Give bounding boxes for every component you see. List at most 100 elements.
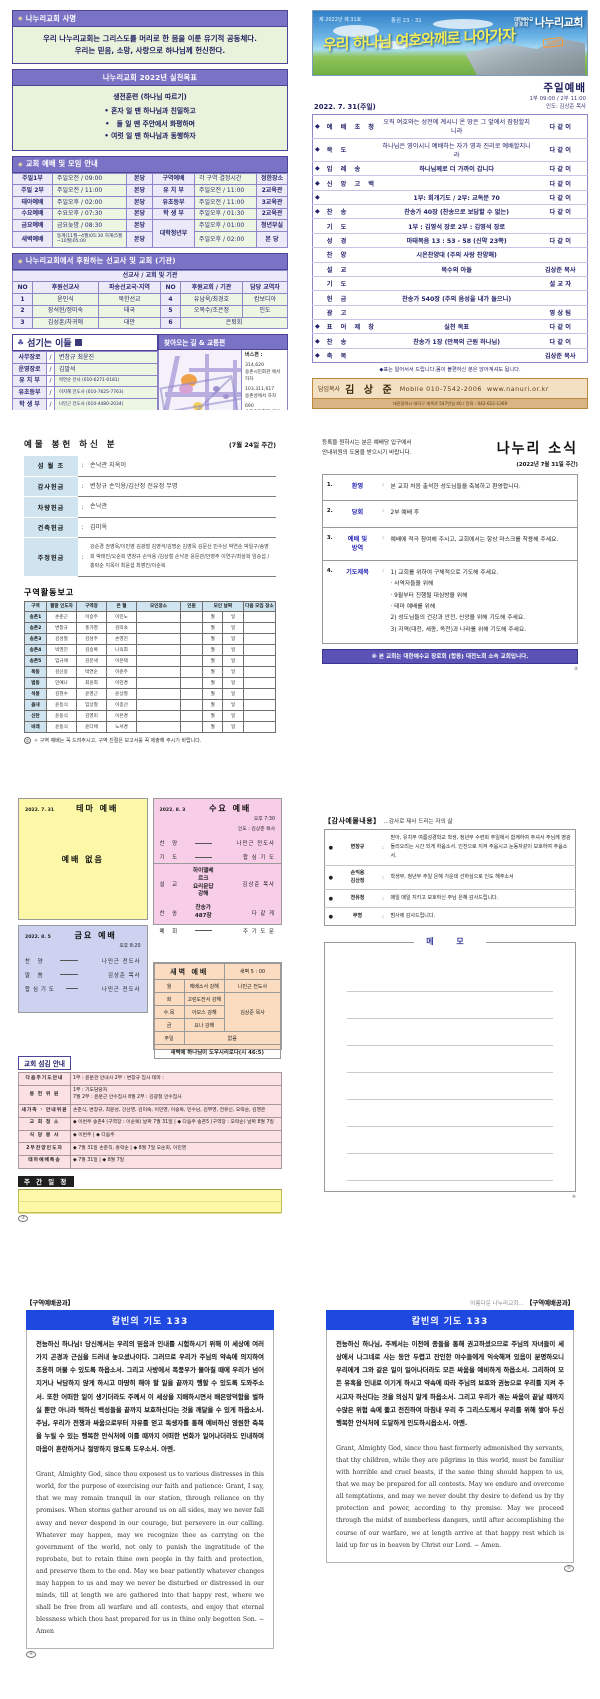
zone-count[interactable] (180, 655, 203, 668)
table-row: 송촌4 박영진 김승복 나옥희 월 일 (24, 644, 277, 657)
zone-leader: 김현수 (46, 688, 77, 701)
table-row: 유 치 부 / 박연순 전사 (010-6271-0181) (12, 374, 158, 388)
serve-role: 유초등부 (12, 386, 47, 399)
order-label: 예 배 초 청 (321, 114, 380, 139)
zone-place[interactable] (136, 611, 181, 624)
church-address: 대전광역시 대덕구 계족로 547번길 40 / 전화 : 042-622-13… (312, 399, 588, 410)
zone-next[interactable] (242, 677, 277, 690)
zone-place[interactable] (136, 666, 181, 679)
mission-no: 2 (12, 304, 33, 318)
list-item: 3. 예배 및 방역 : 예배에 적극 참여해 주시고, 교회에서는 항상 마스… (322, 527, 578, 562)
serve-person: 김말석 (54, 362, 158, 376)
zone-next[interactable] (242, 611, 277, 624)
zone-place[interactable] (136, 677, 181, 690)
dawn-service-card: 새벽 예배 새벽 5 : 00 월 예배소서 강해 나민근 전도사 화 고린도전서 강… (152, 962, 282, 1059)
zone-month: 월 (201, 710, 224, 723)
zone-leader: 박영진 (46, 644, 77, 657)
order-who: 다 같 이 (533, 114, 588, 139)
zone-head: 김문세 (76, 655, 107, 668)
order-who: 다 같 이 (533, 175, 588, 191)
zone-day: 일 (222, 699, 244, 712)
zone-member: 윤상철 (106, 688, 137, 701)
zone-next[interactable] (242, 633, 277, 646)
zone-place[interactable] (136, 644, 181, 657)
zone-place[interactable] (136, 699, 181, 712)
zone-next[interactable] (242, 666, 277, 679)
notice-header: 교회 섬김 안내 (18, 1056, 71, 1070)
zone-member: 이종선 (106, 699, 137, 712)
col-leader: 월말 인도자 (46, 601, 77, 613)
row-person: 주 기 도 문 (243, 928, 275, 935)
svc-time: 주일오후 / 01:00 (194, 219, 257, 233)
zone-head: 홍가영 (76, 622, 107, 635)
svc-name: 유초등부 (152, 196, 195, 209)
offering-names: 김미옥 (87, 517, 276, 539)
col-minister: 담당 교역자 (242, 281, 288, 295)
bus-line: 314,620 (245, 363, 264, 369)
order-label: 묵 도 (321, 138, 380, 162)
wed-time: 오후 7:30 (253, 817, 275, 822)
zone-next[interactable] (242, 699, 277, 712)
vision-header-label: 나누리교회 사명 (25, 13, 77, 23)
dawn-table: 새벽 예배 새벽 5 : 00 월 예배소서 강해 나민근 전도사 화 고린도전서 강… (153, 963, 281, 1059)
weekly-schedule-box[interactable] (18, 1188, 282, 1214)
table-row: 2부찬양인도자 ◆ 7월 31일 손준직, 홍락순 | ◆ 8월 7일 오순희, … (18, 1142, 282, 1156)
zone-next[interactable] (242, 622, 277, 635)
zone-next[interactable] (242, 721, 277, 734)
zone-count[interactable] (180, 666, 203, 679)
zone-place[interactable] (136, 688, 181, 701)
service-schedule-header: ◈ 교회 예배 및 모임 안내 (12, 155, 288, 173)
zone-place[interactable] (136, 710, 181, 723)
notice-value: ◆ 이번주 | ◆ 다음주 (70, 1129, 282, 1144)
zone-count[interactable] (180, 710, 203, 723)
zone-name: 송촌2 (24, 622, 47, 635)
dawn-day: 수.목 (153, 1005, 185, 1019)
zone-place[interactable] (136, 721, 181, 734)
zone-count[interactable] (180, 644, 203, 657)
zone-count[interactable] (180, 633, 203, 646)
row-person: 김상준 목사 (242, 881, 275, 888)
page-number-row: ③ (18, 1214, 282, 1222)
dawn-time: 새벽 5 : 00 (224, 963, 281, 980)
memo-lines[interactable] (325, 943, 575, 1181)
zone-month: 월 (201, 611, 224, 624)
zone-count[interactable] (180, 699, 203, 712)
order-detail (380, 348, 534, 362)
zone-count[interactable] (180, 721, 203, 734)
logo-denomination: 대한예수교 장 로 회 (514, 17, 533, 28)
zone-next[interactable] (242, 688, 277, 701)
table-row: ◆ 표 어 제 창 실천 목표 다 같 이 (312, 319, 588, 335)
list-item: ● 전유정 : 매일 매일 지키고 보호하신 주님 은혜 감사드립니다. (324, 889, 576, 908)
list-item: ● 손익용 김산정 : 학생부, 청년부 주일 은혜 가운데 선하심으로 인도 … (324, 865, 576, 890)
zone-next[interactable] (242, 710, 277, 723)
col-no: NO (12, 281, 33, 295)
zone-place[interactable] (136, 633, 181, 646)
zone-next[interactable] (242, 644, 277, 657)
zone-place[interactable] (136, 622, 181, 635)
order-label: 표 어 제 창 (321, 319, 380, 335)
zone-count[interactable] (180, 622, 203, 635)
zone-count[interactable] (180, 688, 203, 701)
zone-count[interactable] (180, 677, 203, 690)
order-label: 찬 송 (321, 204, 380, 220)
table-row: 차량헌금: 손낙관 (24, 496, 276, 518)
location-map[interactable] (158, 350, 242, 410)
zone-place[interactable] (136, 655, 181, 668)
zone-head: 김승복 (76, 644, 107, 657)
mission-church: 은퇴회 (180, 316, 288, 330)
table-row: 새벽 예배 새벽 5 : 00 (153, 963, 281, 980)
page-number: ② (573, 666, 578, 672)
news-item-body: 본 교회 처음 출석한 성도님들을 축복하고 환영합니다. (387, 474, 578, 502)
zone-count[interactable] (180, 611, 203, 624)
wed-row: 찬 양 나민근 전도사 (160, 839, 276, 847)
church-website[interactable]: www.nanuri.or.kr (487, 384, 549, 393)
zone-next[interactable] (242, 655, 277, 668)
colon: : (78, 517, 87, 539)
thanks-person: 변창규 (336, 829, 379, 866)
page-1-church-info: ◈ 나누리교회 사명 우리 나누리교회는 그리스도를 머리로 한 몸을 이룬 유… (6, 6, 294, 410)
news-item-body: 1) 교회를 위하여 구체적으로 기도해 주세요. · 사역자들을 위해 · 9… (390, 570, 527, 633)
zone-day: 일 (222, 644, 244, 657)
order-label: 헌 금 (321, 290, 380, 306)
memo-area[interactable]: 메 모 (324, 936, 576, 1192)
table-row: 교 회 청 소 ◆ 이번주 송촌4 (구역장 : 이순복) 날짜 7월 31일 |… (18, 1116, 282, 1131)
